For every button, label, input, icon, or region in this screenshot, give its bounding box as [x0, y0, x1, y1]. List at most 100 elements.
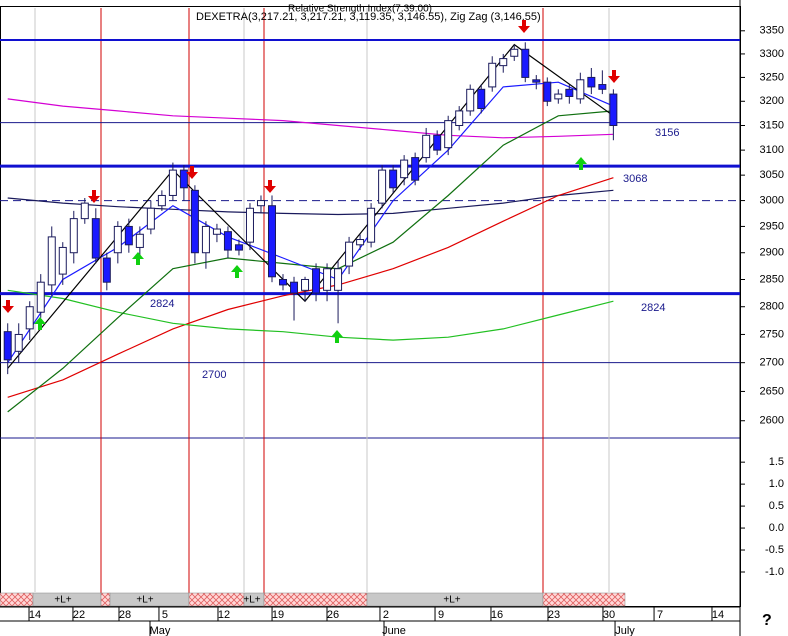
- x-tick-label: 12: [218, 609, 230, 621]
- candle-body: [3, 331, 12, 361]
- indicator-line: [7, 289, 614, 341]
- sell-arrow: [264, 180, 276, 193]
- candle-body: [455, 110, 464, 127]
- candle-body: [179, 169, 188, 189]
- indicator-line: [7, 98, 614, 139]
- y2-tick-label: -1.0: [765, 566, 784, 578]
- candle-body: [36, 281, 45, 313]
- y-tick-label: 2600: [760, 415, 784, 427]
- y2-tick-label: -0.5: [765, 544, 784, 556]
- candle-body: [301, 278, 310, 291]
- candle-body: [356, 239, 365, 246]
- candle-body: [69, 218, 78, 254]
- buy-arrow: [132, 252, 144, 265]
- signal-label: +L+: [136, 595, 153, 606]
- x-tick-label: 5: [162, 609, 168, 621]
- level-label: 2824: [641, 302, 665, 314]
- buy-arrow: [575, 157, 587, 170]
- x-tick-label: 30: [603, 609, 615, 621]
- y2-tick-label: 0.5: [769, 500, 784, 512]
- candle-body: [212, 228, 221, 235]
- y-tick-label: 3050: [760, 169, 784, 181]
- month-label: June: [382, 625, 406, 636]
- indicator-line: [7, 81, 614, 364]
- level-label: 3068: [623, 173, 647, 185]
- sell-arrow: [608, 70, 620, 83]
- y-tick-label: 2750: [760, 328, 784, 340]
- candle-body: [444, 120, 453, 149]
- candle-body: [576, 79, 585, 100]
- x-tick-label: 7: [657, 609, 663, 621]
- sell-arrow: [518, 20, 530, 33]
- x-tick-label: 19: [272, 609, 284, 621]
- signal-band: [0, 592, 34, 607]
- candle-body: [554, 93, 563, 100]
- candle-body: [113, 225, 122, 254]
- candle-body: [146, 207, 155, 230]
- candle-body: [323, 268, 332, 291]
- help-icon[interactable]: ?: [762, 612, 772, 629]
- candle-body: [389, 169, 398, 189]
- candle-body: [345, 241, 354, 267]
- y-tick-label: 3000: [760, 194, 784, 206]
- candle-body: [91, 218, 100, 259]
- candle-body: [25, 306, 34, 330]
- x-tick-label: 26: [327, 609, 339, 621]
- candle-body: [223, 231, 232, 251]
- x-tick-label: 2: [383, 609, 389, 621]
- x-tick-label: 28: [119, 609, 131, 621]
- month-label: July: [615, 625, 635, 636]
- signal-label: +L+: [443, 595, 460, 606]
- y2-tick-label: 1.5: [769, 456, 784, 468]
- y-tick-label: 3150: [760, 119, 784, 131]
- level-label: 2700: [202, 369, 226, 381]
- candle-body: [477, 88, 486, 110]
- y-tick-label: 2700: [760, 357, 784, 369]
- buy-arrow: [331, 330, 343, 343]
- candle-body: [378, 169, 387, 204]
- y2-tick-label: 1.0: [769, 478, 784, 490]
- candle-body: [510, 48, 519, 57]
- candle-body: [400, 159, 409, 179]
- candle-body: [598, 84, 607, 90]
- candle-body: [201, 225, 210, 254]
- candle-body: [47, 236, 56, 286]
- candle-body: [312, 268, 321, 294]
- candle-body: [124, 225, 133, 246]
- indicator-title: Relative Strength Index(7.39.00): [288, 4, 432, 15]
- y-tick-label: 3100: [760, 144, 784, 156]
- y-tick-label: 2800: [760, 301, 784, 313]
- candle-body: [157, 194, 166, 207]
- candle-body: [168, 169, 177, 196]
- candle-body: [499, 58, 508, 67]
- candle-body: [80, 202, 89, 220]
- month-label: May: [150, 625, 171, 636]
- candle-body: [587, 76, 596, 88]
- candle-body: [532, 79, 541, 83]
- candle-body: [245, 207, 254, 243]
- x-tick-label: 14: [29, 609, 41, 621]
- y-tick-label: 2900: [760, 247, 784, 259]
- candle-body: [290, 281, 299, 294]
- x-tick-label: 9: [438, 609, 444, 621]
- candle-body: [234, 244, 243, 251]
- candle-body: [367, 207, 376, 243]
- sell-arrow: [2, 300, 14, 313]
- y2-tick-label: 0.0: [769, 522, 784, 534]
- buy-arrow: [34, 317, 46, 330]
- chart-title: DEXETRA(3,217.21, 3,217.21, 3,119.35, 3,…: [196, 11, 541, 23]
- level-label: 3156: [655, 127, 679, 139]
- signal-band: [542, 592, 626, 607]
- x-tick-label: 16: [491, 609, 503, 621]
- signal-label: +L+: [243, 595, 260, 606]
- y-tick-label: 3250: [760, 71, 784, 83]
- buy-arrow: [231, 265, 243, 278]
- y-tick-label: 2850: [760, 273, 784, 285]
- candle-body: [135, 233, 144, 248]
- indicator-line: [7, 177, 614, 398]
- signal-band: [100, 592, 111, 607]
- candle-body: [466, 88, 475, 112]
- candle-body: [14, 333, 23, 352]
